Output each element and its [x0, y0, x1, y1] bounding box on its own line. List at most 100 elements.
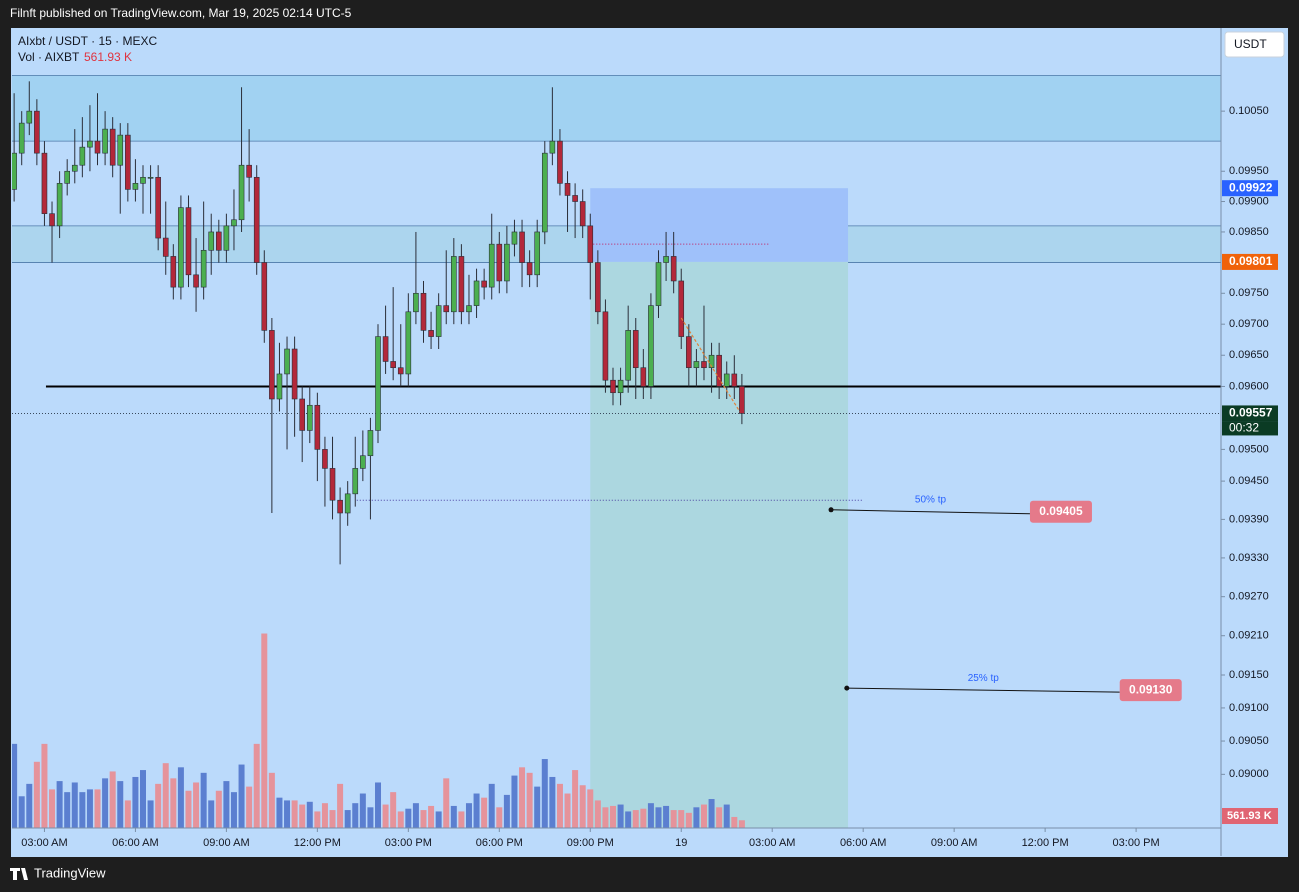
y-tick-label: 0.09330 — [1229, 552, 1269, 564]
candle-body — [329, 468, 336, 501]
volume-bar — [594, 800, 601, 828]
candle-body — [314, 404, 321, 450]
candle-body — [216, 231, 222, 251]
x-tick-label: 09:00 AM — [931, 837, 977, 849]
x-tick-label: 03:00 AM — [749, 837, 795, 849]
volume-bar — [412, 803, 419, 828]
volume-bar — [473, 793, 480, 828]
volume-bar — [109, 771, 116, 828]
volume-bar — [655, 807, 662, 828]
y-tick-label: 0.09650 — [1229, 349, 1269, 361]
candle-body — [648, 305, 654, 387]
candle-body — [496, 243, 503, 282]
y-tick-label: 0.09500 — [1229, 443, 1269, 455]
candle-body — [564, 183, 571, 196]
volume-bar — [56, 781, 63, 828]
volume-bar — [640, 808, 647, 828]
stop-zone — [590, 188, 849, 262]
x-tick-label: 19 — [675, 837, 687, 849]
volume-bar — [632, 810, 639, 828]
volume-bar — [579, 785, 586, 828]
price-badge-text: 0.09801 — [1229, 254, 1273, 268]
volume-bar — [564, 793, 571, 828]
y-tick-label: 0.09600 — [1229, 380, 1269, 392]
candle-body — [49, 213, 55, 227]
y-tick-label: 0.09270 — [1229, 591, 1269, 603]
trend-line — [680, 317, 741, 412]
candle-body — [71, 164, 78, 172]
candle-body — [147, 176, 154, 179]
candle-body — [125, 134, 131, 190]
price-badge-text: 0.09922 — [1229, 180, 1273, 194]
volume-bar — [602, 807, 609, 828]
volume-bar — [64, 792, 71, 828]
candle-body — [64, 170, 70, 184]
volume-bar — [284, 800, 291, 828]
volume-value: 561.93 K — [84, 50, 132, 64]
volume-bar — [26, 783, 33, 828]
brand-logo — [10, 868, 28, 880]
candle-body — [382, 336, 389, 362]
candle-body — [663, 256, 669, 263]
candle-body — [132, 183, 139, 190]
tp-price: 0.09130 — [1129, 682, 1173, 696]
tp-badge — [1119, 679, 1182, 702]
volume-bar — [685, 812, 692, 828]
candle-body — [367, 430, 374, 457]
volume-bar — [117, 781, 124, 828]
y-tick-label: 0.09950 — [1229, 165, 1269, 177]
volume-bar — [375, 782, 382, 828]
candle-body — [526, 262, 533, 276]
volume-bar — [246, 786, 253, 828]
tp-badge — [1029, 500, 1092, 523]
tp-anchor — [844, 685, 850, 691]
candle-body — [375, 336, 381, 431]
candle-body — [655, 262, 662, 306]
volume-bar — [352, 803, 359, 828]
x-tick-label: 09:00 AM — [203, 837, 249, 849]
candle-body — [534, 231, 541, 276]
plot: 50% tp 0.09405 25% tp 0.09130 — [12, 74, 1221, 828]
candle-body — [140, 176, 146, 184]
volume-bar — [428, 805, 435, 828]
y-tick-label: 0.09050 — [1229, 735, 1269, 747]
volume-bar — [587, 789, 594, 828]
volume-bar — [435, 811, 442, 828]
candle-body — [466, 305, 472, 313]
volume-bar — [238, 764, 245, 828]
candle-body — [602, 311, 609, 381]
volume-bar — [147, 800, 154, 828]
candle-body — [109, 128, 116, 166]
volume-bar — [49, 789, 56, 828]
volume-bar — [193, 782, 200, 828]
y-tick-label: 0.10050 — [1229, 105, 1269, 117]
x-tick-label: 06:00 AM — [840, 837, 886, 849]
volume-bar — [200, 772, 207, 828]
volume-bar — [458, 811, 465, 828]
y-tick-label: 0.09100 — [1229, 702, 1269, 714]
x-tick-label: 12:00 PM — [1022, 837, 1069, 849]
volume-bar — [185, 790, 192, 828]
volume-bar — [291, 800, 298, 828]
candle-body — [291, 348, 298, 400]
volume-bar — [647, 803, 654, 828]
brand: TradingView — [34, 865, 106, 880]
volume-bar — [230, 792, 237, 828]
currency-button[interactable]: USDT — [1234, 37, 1267, 51]
volume-bar — [155, 783, 162, 828]
candle-body — [162, 237, 169, 257]
candle-body — [322, 449, 328, 469]
x-tick-label: 12:00 PM — [294, 837, 341, 849]
y-tick-label: 0.09150 — [1229, 669, 1269, 681]
candle-body — [337, 499, 343, 514]
volume-bar — [617, 804, 624, 828]
candle-body — [41, 152, 48, 214]
y-tick-label: 0.09210 — [1229, 630, 1269, 642]
candle-body — [640, 367, 647, 387]
volume-bar — [610, 805, 617, 828]
price-badge — [1222, 405, 1278, 422]
symbol-title: AIxbt / USDT · 15 · MEXC — [18, 34, 157, 48]
volume-bar — [170, 778, 177, 828]
candle-body — [625, 330, 631, 381]
